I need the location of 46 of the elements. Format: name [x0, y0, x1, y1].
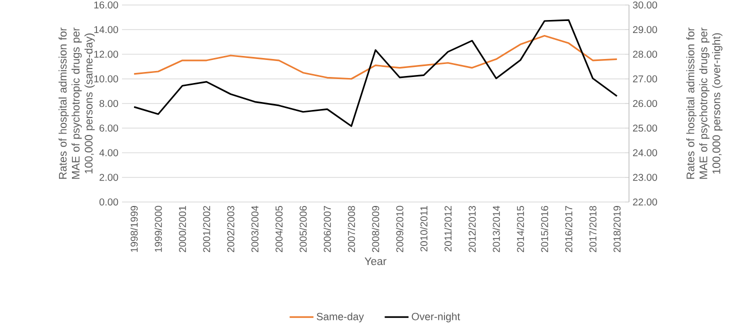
- y-tick-label: 14.00: [94, 26, 118, 34]
- legend-label: Same-day: [316, 312, 364, 322]
- y-tick-label: 0.00: [99, 198, 118, 206]
- x-tick-label: 2002/2003: [226, 206, 234, 252]
- y2-tick-label: 27.00: [633, 75, 658, 82]
- x-tick-label: 2011/2012: [444, 206, 452, 252]
- x-tick-label: 2006/2007: [324, 206, 331, 252]
- y-tick-label: 16.00: [94, 1, 118, 9]
- y2-tick-label: 30.00: [632, 1, 658, 9]
- x-tick-label: 2012/2013: [468, 206, 476, 252]
- x-tick-label: 2007/2008: [348, 206, 356, 252]
- x-tick-label: 2017/2018: [589, 206, 596, 252]
- x-tick-label: 2004/2005: [275, 206, 283, 252]
- y-tick-label: 6.00: [100, 124, 118, 132]
- x-tick-label: 2010/2011: [420, 206, 428, 252]
- y-tick-label: 2.00: [100, 174, 118, 181]
- x-tick-label: 2005/2006: [299, 206, 307, 252]
- x-tick-label: 2003/2004: [251, 206, 258, 252]
- y2-tick-label: 25.00: [633, 124, 658, 132]
- y2-tick-label: 24.00: [633, 149, 658, 156]
- y2-tick-label: 22.00: [633, 198, 658, 206]
- y-axis-title: Rates of hospital admission for MAE of psychotropic drugs per 100,000 persons (same-day): [58, 28, 95, 179]
- x-tick-label: 1998/1999: [130, 206, 138, 252]
- y2-tick-label: 29.00: [633, 26, 658, 34]
- x-tick-label: 2001/2002: [202, 206, 210, 252]
- y-tick-label: 8.00: [100, 100, 118, 108]
- line-series: [133, 34, 618, 80]
- x-tick-label: 2008/2009: [372, 206, 380, 252]
- line-series: [133, 19, 618, 127]
- y2-axis-title: Rates of hospital admission for MAE of psychotropic drugs per 100,000 persons (over-night): [686, 28, 722, 179]
- y-tick-label: 4.00: [99, 149, 118, 156]
- y2-tick-label: 23.00: [633, 174, 658, 181]
- y-tick-label: 12.00: [94, 50, 118, 58]
- x-tick-label: 2015/2016: [540, 206, 548, 252]
- x-tick-label: 2014/2015: [516, 206, 524, 252]
- x-tick-label: 2016/2017: [564, 206, 572, 252]
- x-tick-label: 2000/2001: [178, 206, 186, 252]
- x-tick-label: 2018/2019: [613, 206, 621, 252]
- x-tick-label: 2013/2014: [492, 206, 500, 252]
- legend-label: Over-night: [412, 312, 460, 322]
- y2-tick-label: 28.00: [633, 50, 658, 58]
- x-axis-title: Year: [364, 257, 386, 266]
- x-tick-label: 2009/2010: [396, 206, 404, 252]
- y2-tick-label: 26.00: [633, 100, 658, 108]
- y-tick-label: 10.00: [94, 75, 118, 82]
- x-tick-label: 1999/2000: [154, 206, 162, 252]
